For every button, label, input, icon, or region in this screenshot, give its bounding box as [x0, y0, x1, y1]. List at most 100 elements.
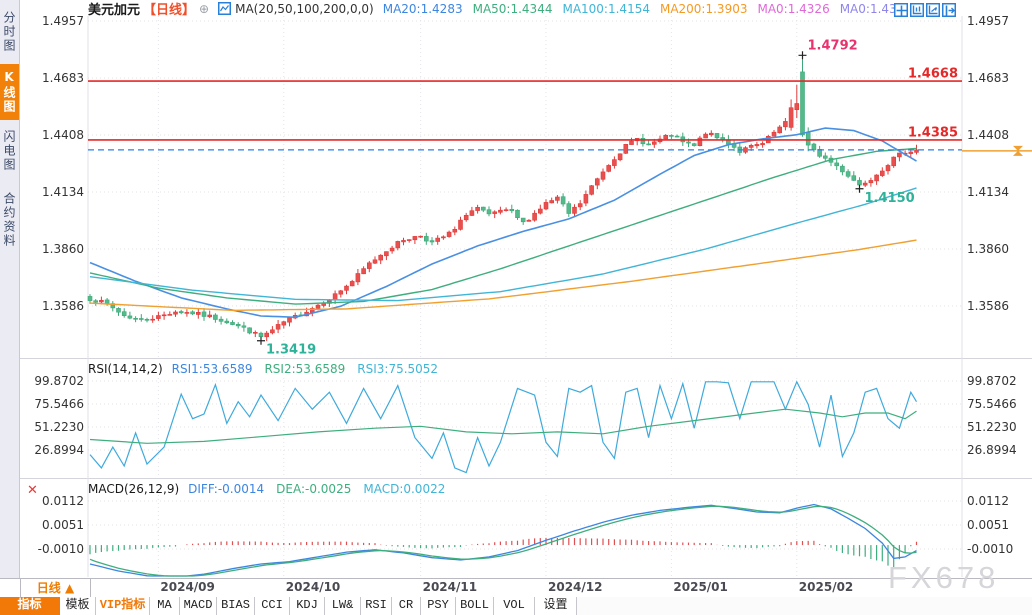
toolbar-button-9[interactable]: RSI: [361, 597, 392, 615]
candle: [378, 254, 384, 265]
annotation-label: 1.3419: [266, 343, 316, 358]
toolbar-button-6[interactable]: CCI: [255, 597, 290, 615]
toolbar-button-10[interactable]: CR: [392, 597, 421, 615]
candle: [509, 204, 515, 214]
candle: [862, 180, 868, 187]
candle: [167, 311, 173, 316]
toolbar-button-2[interactable]: VIP指标: [96, 597, 150, 615]
candle: [401, 237, 406, 246]
candle: [372, 256, 378, 264]
candle: [543, 199, 549, 211]
candle: [572, 204, 577, 217]
symbol-name: 美元加元: [88, 3, 141, 18]
period-label: 【日线】: [143, 3, 196, 18]
annotation-2: 1.4150: [855, 184, 915, 206]
go-latest-icon[interactable]: [942, 2, 956, 17]
ma-value-4: MA0:1.4326: [757, 1, 830, 16]
candle: [526, 219, 532, 222]
sidebar-tab-3[interactable]: 合约资料: [2, 192, 16, 248]
toolbar-button-1[interactable]: 模板: [60, 597, 96, 615]
candle: [110, 301, 116, 312]
candle: [879, 167, 885, 177]
indicator-chart-icon[interactable]: [218, 2, 232, 15]
rsi-tick-right: 99.8702: [967, 374, 1017, 388]
ma100-line: [89, 187, 917, 302]
candle: [309, 306, 315, 317]
candle: [418, 235, 423, 238]
candle: [480, 206, 486, 213]
candle: [822, 152, 828, 162]
candle: [241, 321, 247, 332]
macd-values: DIFF:-0.0014 DEA:-0.0025 MACD:0.0022: [188, 482, 445, 496]
current-price-pointer-icon[interactable]: [1013, 145, 1023, 156]
period-selector-button[interactable]: 日线 ▲: [20, 579, 91, 597]
candle: [492, 210, 498, 219]
candle: [275, 320, 281, 334]
candle: [914, 144, 919, 155]
sidebar-tab-0[interactable]: 分时图: [2, 11, 16, 53]
candle: [617, 153, 623, 162]
time-axis-strip: 日线 ▲ 2024/09 2024/10 2024/11 2024/12 2025/01…: [0, 578, 1032, 598]
candle: [469, 206, 475, 216]
candle: [897, 152, 902, 162]
price-tick-left: 1.3860: [42, 242, 84, 256]
candle: [458, 216, 463, 231]
candle: [446, 230, 452, 238]
candle: [178, 309, 184, 315]
x-axis-scale-icon[interactable]: [926, 2, 940, 17]
sidebar-tab-2[interactable]: 闪电图: [2, 130, 16, 172]
candle: [338, 290, 344, 298]
rsi2-line: [89, 408, 917, 444]
candle: [463, 212, 469, 222]
rsi-header: RSI(14,14,2) RSI1:53.6589 RSI2:53.6589 RSI…: [88, 361, 438, 376]
crosshair-marker-icon: [257, 336, 265, 345]
rsi1-line: [89, 380, 918, 474]
candle: [190, 310, 195, 316]
toolbar-button-11[interactable]: PSY: [421, 597, 456, 615]
toolbar-button-14[interactable]: 设置: [535, 597, 577, 615]
toolbar-button-7[interactable]: KDJ: [290, 597, 325, 615]
crosshair-move-icon[interactable]: [894, 2, 908, 17]
rsi-title: RSI(14,14,2): [88, 361, 163, 376]
candle: [674, 134, 680, 138]
add-compare-icon[interactable]: ⊕: [199, 1, 210, 16]
candle: [498, 206, 503, 215]
toolbar-button-3[interactable]: MA: [150, 597, 180, 615]
candle: [207, 310, 212, 319]
toolbar-button-5[interactable]: BIAS: [217, 597, 255, 615]
candle: [384, 251, 389, 261]
price-tick-right: 1.4683: [967, 71, 1009, 85]
candle: [891, 156, 897, 168]
candle: [589, 185, 594, 196]
candle: [754, 141, 760, 149]
toolbar-button-8[interactable]: LW&: [325, 597, 361, 615]
toolbar-button-0[interactable]: 指标: [0, 597, 60, 615]
candle: [287, 317, 292, 327]
crosshair-marker-icon: [855, 184, 864, 193]
remove-indicator-button[interactable]: ✕: [27, 483, 38, 498]
toolbar-button-4[interactable]: MACD: [180, 597, 217, 615]
candle: [594, 177, 600, 190]
y-axis-scale-icon[interactable]: [910, 2, 924, 17]
ma-value-0: MA20:1.4283: [382, 1, 463, 16]
rsi-value-0: RSI1:53.6589: [171, 361, 253, 376]
candle: [663, 134, 669, 140]
toolbar-button-12[interactable]: BOLL: [456, 597, 494, 615]
ma-values: MA20:1.4283 MA50:1.4344 MA100:1.4154 MA200:…: [383, 2, 897, 16]
macd-header: MACD(26,12,9) DIFF:-0.0014 DEA:-0.0025 MAC…: [88, 481, 445, 496]
candle: [606, 164, 612, 173]
price-tick-left: 1.4134: [42, 185, 84, 199]
candle: [184, 309, 190, 317]
sidebar-tab-1[interactable]: K线图: [0, 64, 19, 120]
date-label-0: 2024/09: [160, 580, 215, 594]
ma-value-5: MA0:1.43: [839, 1, 897, 16]
candle: [230, 320, 235, 326]
macd-value-2: MACD:0.0022: [363, 481, 446, 496]
indicator-toolbar: 指标 模板 VIP指标 MA MACD BIAS CCI KDJ LW& RSI CR PSY BOLL…: [0, 597, 1032, 615]
candle: [760, 141, 765, 148]
candle: [87, 294, 93, 304]
candle: [150, 315, 155, 323]
toolbar-button-13[interactable]: VOL: [494, 597, 535, 615]
candle: [321, 301, 327, 308]
